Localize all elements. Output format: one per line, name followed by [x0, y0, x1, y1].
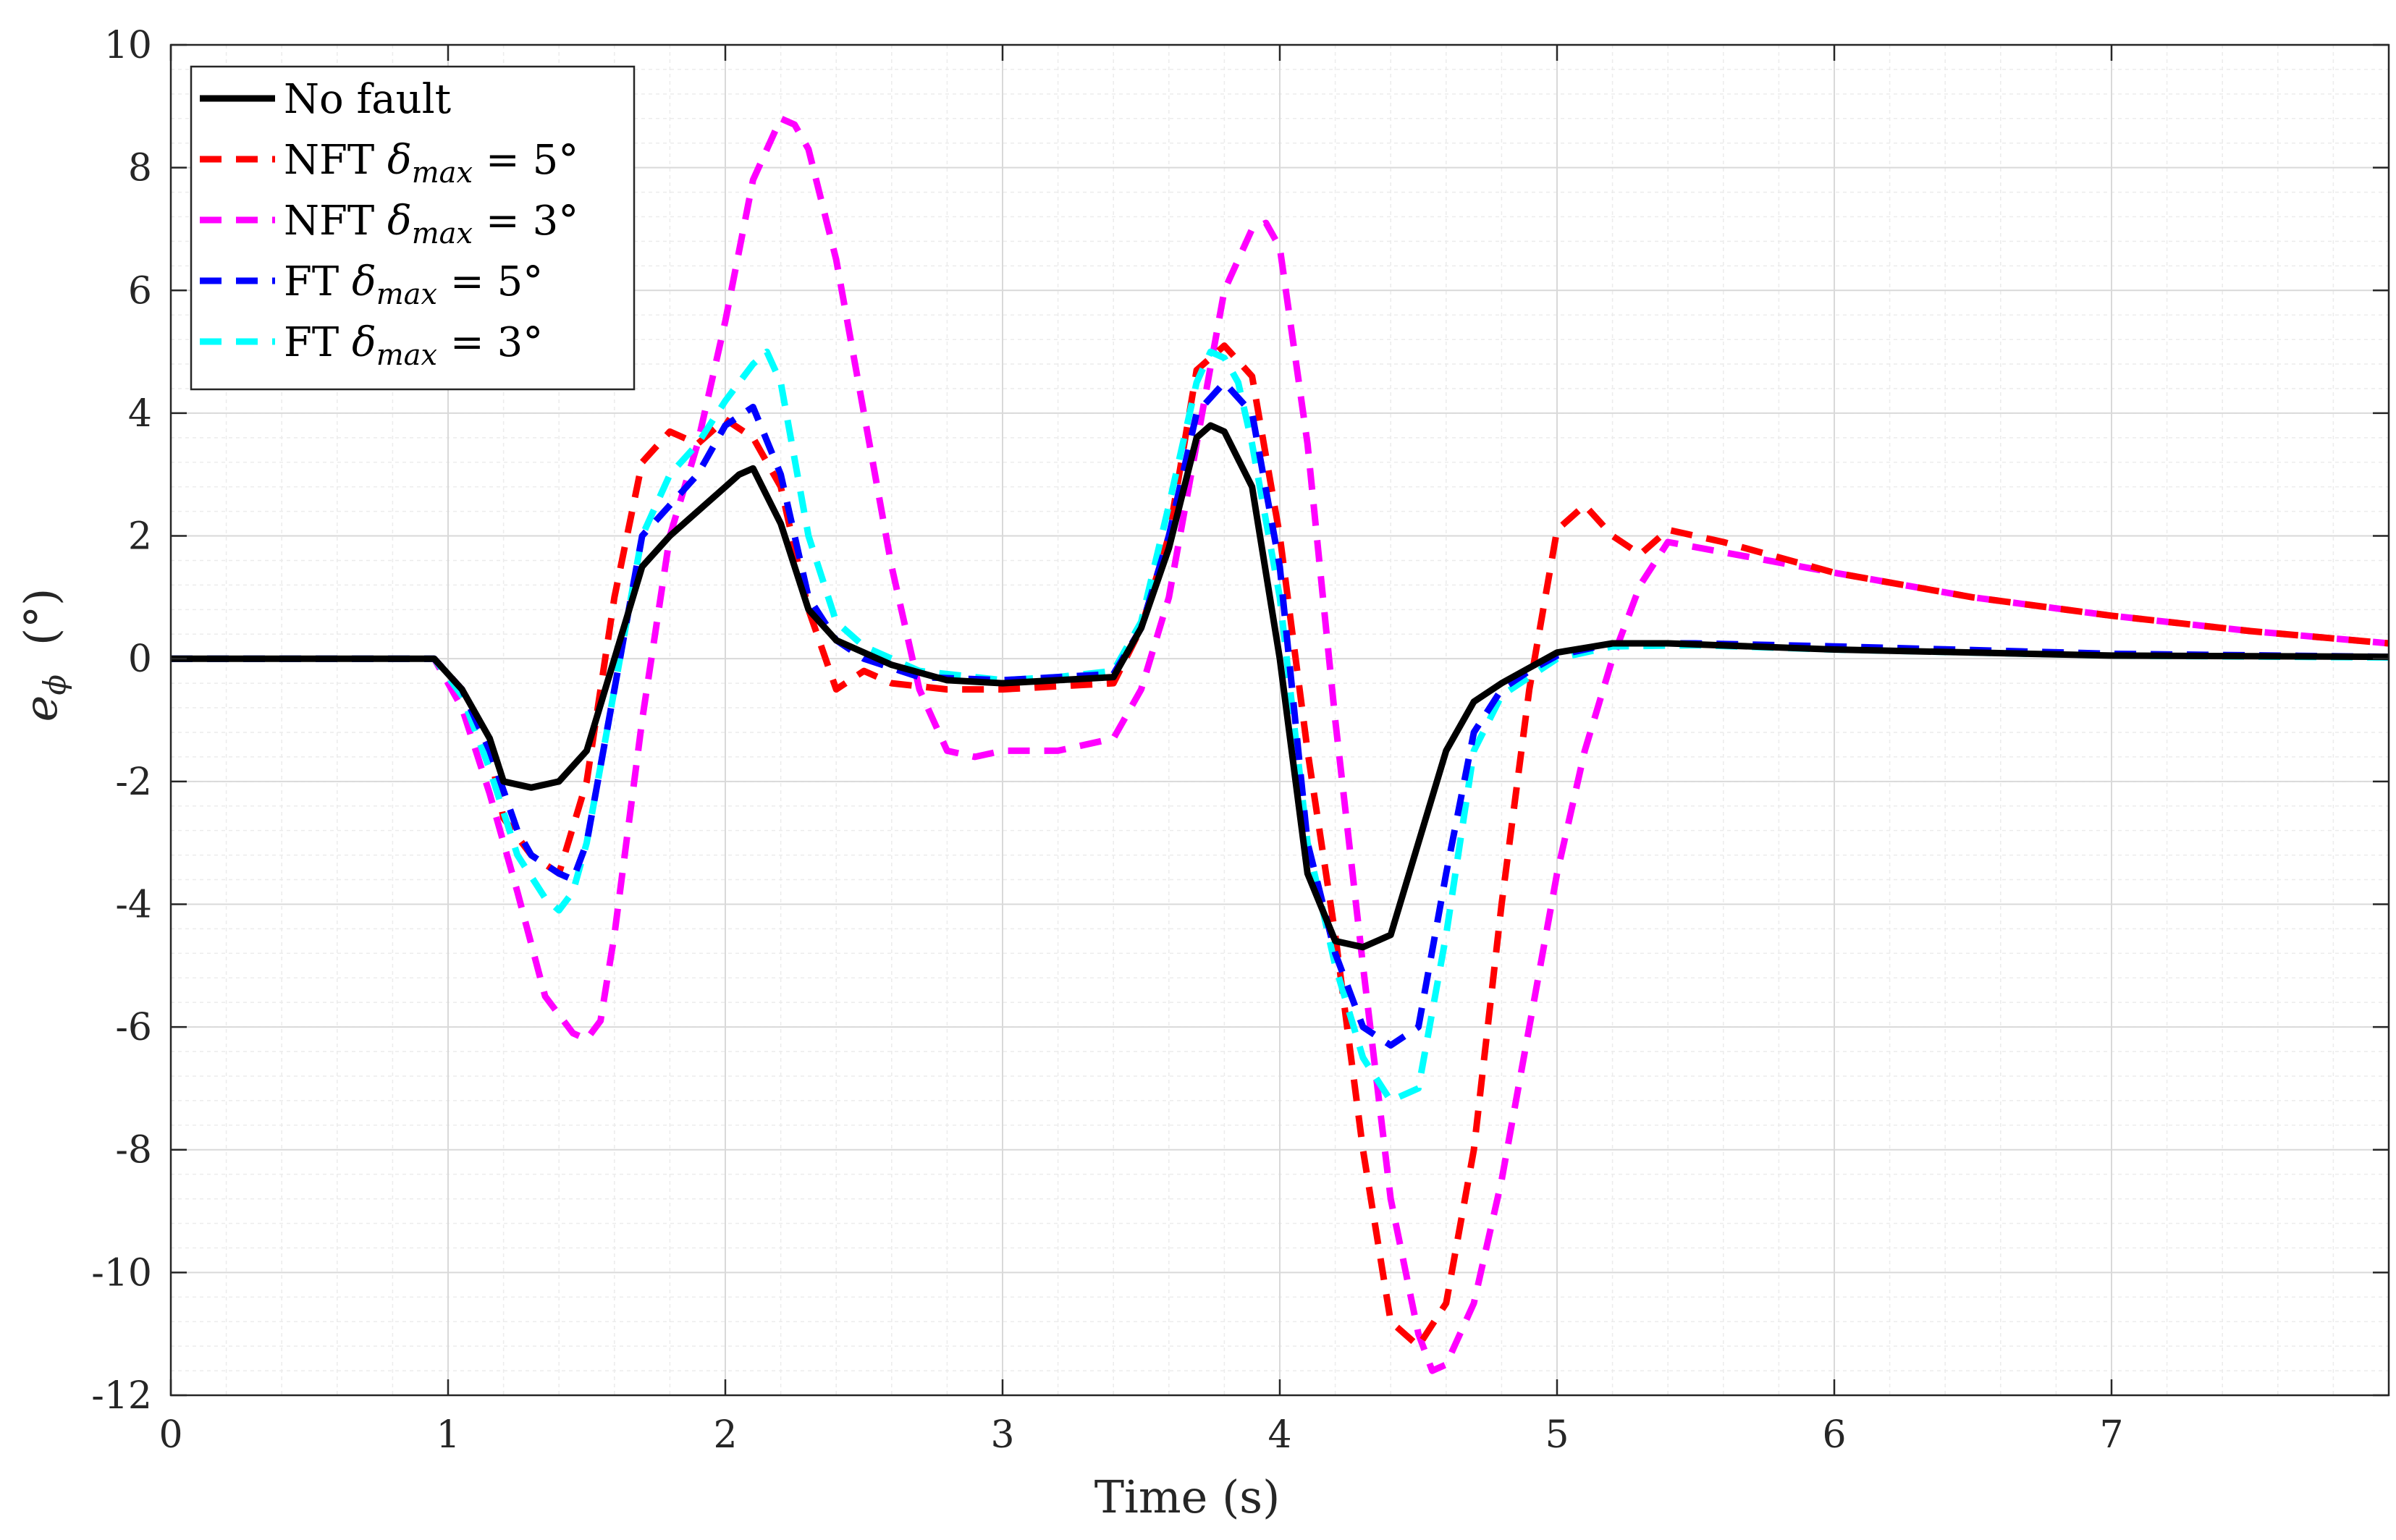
y-tick-label: -12: [91, 1374, 152, 1418]
legend-label-symbol: δ: [387, 137, 412, 184]
legend-label-value: = 3°: [437, 319, 543, 366]
axis-ticks: [169, 43, 2389, 1397]
legend-label-value: = 3°: [473, 198, 578, 245]
y-tick-label: 6: [128, 269, 152, 313]
y-tick-label: -6: [115, 1006, 152, 1049]
svg-text:eϕ(°): eϕ (°): [14, 588, 72, 722]
series-line-0: [171, 422, 2389, 951]
x-tick-label: 6: [1822, 1413, 1846, 1457]
x-axis-title: Time (s): [1094, 1471, 1281, 1523]
x-tick-label: 3: [990, 1413, 1014, 1457]
legend-label-value: = 5°: [473, 137, 578, 184]
legend-label-subscript: max: [412, 156, 473, 190]
legend-label-value: = 5°: [437, 258, 543, 305]
y-tick-label: -4: [115, 883, 152, 926]
legend-label-text: FT: [284, 319, 352, 366]
legend-label-symbol: δ: [352, 319, 376, 366]
x-tick-label: 2: [713, 1413, 737, 1457]
legend-label-4: FT δmax = 3°: [284, 319, 543, 372]
y-tick-label: -2: [115, 761, 152, 804]
legend-label-1: NFT δmax = 5°: [284, 137, 578, 190]
legend-label-subscript: max: [376, 339, 437, 372]
legend-label-2: NFT δmax = 3°: [284, 198, 578, 250]
y-axis-unit: (°): [14, 588, 67, 646]
y-tick-labels: -12 -10 -8 -6 -4 -2 0 2 4 6 8 10: [91, 24, 152, 1418]
y-tick-label: 4: [128, 392, 152, 436]
y-axis-subscript: ϕ: [37, 674, 72, 695]
y-tick-label: 0: [128, 638, 152, 681]
y-tick-label: 2: [128, 515, 152, 559]
series-layer: [171, 115, 2389, 1374]
legend-label-0: No fault: [284, 76, 452, 123]
legend-label-text: FT: [284, 258, 352, 305]
legend-label-3: FT δmax = 5°: [284, 258, 543, 311]
legend-label-subscript: max: [412, 217, 473, 250]
legend-label-text: No fault: [284, 76, 452, 123]
y-axis-title: eϕ (°): [14, 588, 72, 722]
x-tick-label: 7: [2099, 1413, 2123, 1457]
y-tick-label: 10: [104, 24, 152, 67]
legend-label-text: NFT: [284, 137, 387, 184]
legend-label-symbol: δ: [352, 258, 376, 305]
x-tick-label: 4: [1267, 1413, 1291, 1457]
y-axis-symbol: e: [14, 695, 67, 722]
legend-label-subscript: max: [376, 278, 437, 311]
x-tick-label: 5: [1545, 1413, 1569, 1457]
x-tick-labels: 0 1 2 3 4 5 6 7: [159, 1413, 2123, 1457]
legend-box: [190, 65, 636, 391]
x-tick-label: 1: [436, 1413, 460, 1457]
legend-label-text: NFT: [284, 198, 387, 245]
x-tick-label: 0: [159, 1413, 182, 1457]
y-tick-label: -10: [91, 1251, 152, 1295]
series-line-2: [171, 115, 2389, 1374]
y-tick-label: -8: [115, 1129, 152, 1172]
legend-label-symbol: δ: [387, 198, 412, 245]
y-tick-label: 8: [128, 147, 152, 190]
